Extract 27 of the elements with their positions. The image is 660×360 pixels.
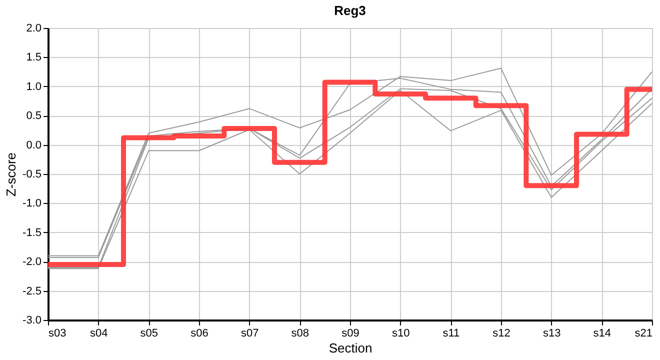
x-tick-label: s13 bbox=[542, 328, 561, 340]
x-tick-label: s05 bbox=[140, 328, 158, 340]
x-tick-label: s07 bbox=[240, 328, 259, 340]
y-tick-label: 0.0 bbox=[26, 139, 42, 152]
x-tick-label: s06 bbox=[190, 328, 208, 340]
y-tick-label: -0.5 bbox=[22, 168, 42, 180]
y-tick-label: -3.0 bbox=[22, 314, 42, 326]
y-tick-label: 2.0 bbox=[26, 22, 42, 34]
x-tick-label: s21 bbox=[634, 328, 652, 340]
y-tick-label: -1.5 bbox=[22, 226, 42, 239]
y-tick-label: 1.0 bbox=[26, 80, 42, 93]
y-axis-title: Z-score bbox=[4, 152, 19, 197]
chart-title: Reg3 bbox=[334, 3, 366, 18]
x-tick-label: s10 bbox=[392, 328, 410, 340]
y-tick-label: 0.5 bbox=[26, 110, 42, 122]
y-tick-label: -2.5 bbox=[22, 285, 42, 298]
y-tick-label: -2.0 bbox=[22, 256, 42, 268]
x-tick-label: s04 bbox=[90, 328, 108, 340]
x-tick-label: s12 bbox=[492, 328, 510, 340]
x-tick-label: s14 bbox=[593, 328, 612, 340]
y-tick-label: -1.0 bbox=[22, 198, 42, 210]
x-axis-title: Section bbox=[328, 340, 372, 356]
y-tick-label: 1.5 bbox=[26, 52, 42, 64]
x-tick-label: s11 bbox=[442, 328, 460, 340]
x-tick-label: s09 bbox=[342, 328, 360, 340]
x-tick-label: s08 bbox=[291, 328, 310, 340]
x-tick-label: s03 bbox=[48, 328, 66, 340]
